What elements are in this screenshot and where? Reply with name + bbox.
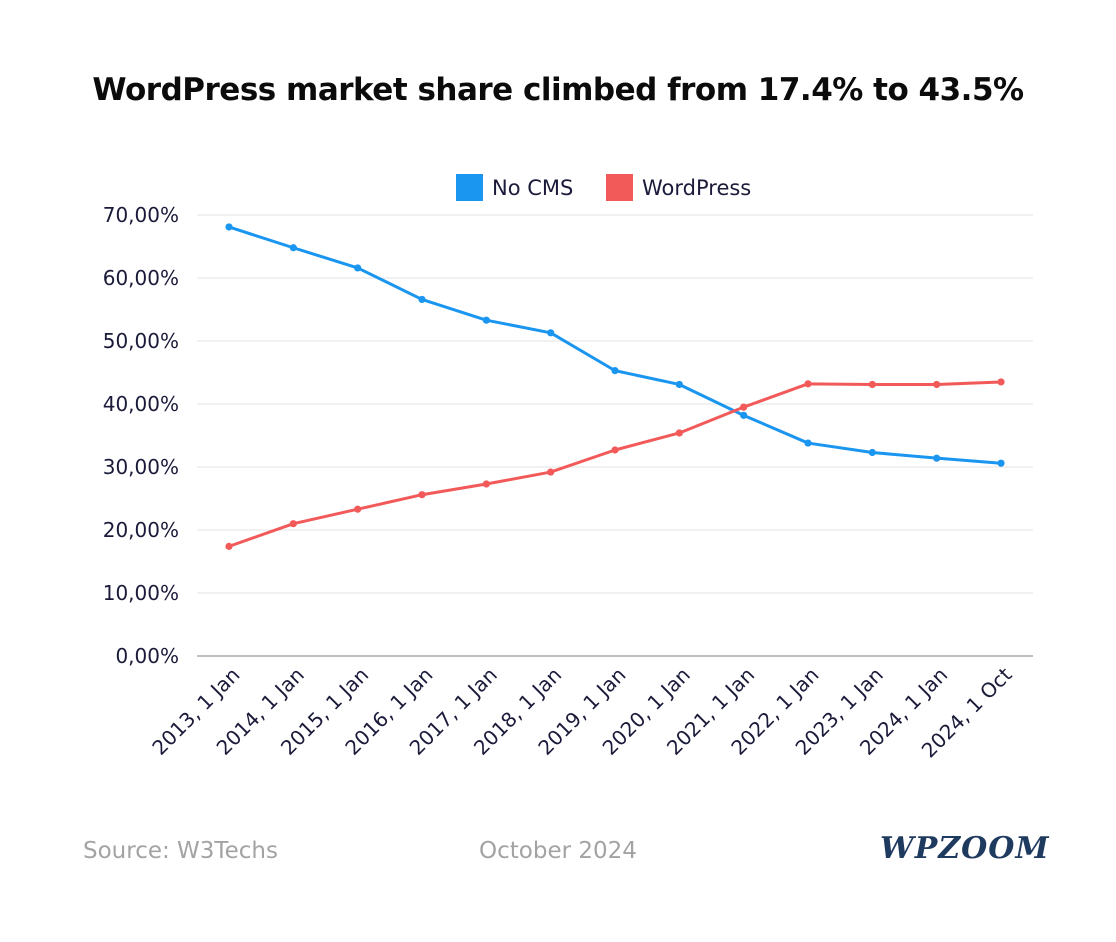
legend-label: WordPress (642, 176, 751, 200)
data-point (482, 480, 490, 488)
data-point (804, 380, 812, 388)
data-point (225, 542, 233, 550)
y-tick-label: 30,00% (103, 455, 179, 479)
data-point (289, 244, 297, 252)
series-line (228, 225, 1002, 465)
data-point (547, 329, 555, 337)
legend-label: No CMS (492, 176, 573, 200)
data-point (547, 468, 555, 476)
y-tick-label: 70,00% (103, 203, 179, 227)
series-line (228, 380, 1002, 548)
data-point (740, 411, 748, 419)
y-tick-label: 20,00% (103, 518, 179, 542)
legend-swatch (606, 174, 633, 201)
data-point (418, 295, 426, 304)
y-axis-ticks: 0,00% 10,00% 20,00% 30,00% 40,00% 50,00% 60,00… (103, 203, 179, 668)
date-label: October 2024 (479, 838, 637, 864)
legend: No CMS WordPress (456, 174, 751, 201)
data-point (740, 403, 748, 411)
data-point (675, 380, 683, 389)
series-group (225, 223, 1005, 550)
data-point (354, 264, 362, 272)
wpzoom-logo: WPZOOM (880, 831, 1050, 866)
data-point (868, 380, 876, 389)
y-tick-label: 40,00% (103, 392, 179, 416)
data-point (804, 439, 812, 447)
data-point (225, 223, 233, 231)
data-point (482, 316, 490, 324)
data-point (997, 378, 1005, 386)
y-tick-label: 10,00% (103, 581, 179, 605)
data-point (289, 520, 297, 528)
data-point (868, 448, 876, 457)
y-tick-label: 60,00% (103, 266, 179, 290)
y-tick-label: 0,00% (115, 644, 179, 668)
data-point (418, 491, 426, 499)
legend-swatch (456, 174, 483, 201)
source-label: Source: W3Techs (83, 838, 278, 864)
data-point (675, 429, 683, 437)
y-tick-label: 50,00% (103, 329, 179, 353)
chart-title: WordPress market share climbed from 17.4… (92, 72, 1024, 108)
data-point (933, 380, 941, 389)
data-point (611, 446, 619, 454)
data-point (933, 454, 941, 462)
data-point (997, 459, 1005, 467)
data-point (611, 367, 619, 375)
data-point (354, 505, 362, 513)
grid-lines (197, 214, 1033, 657)
